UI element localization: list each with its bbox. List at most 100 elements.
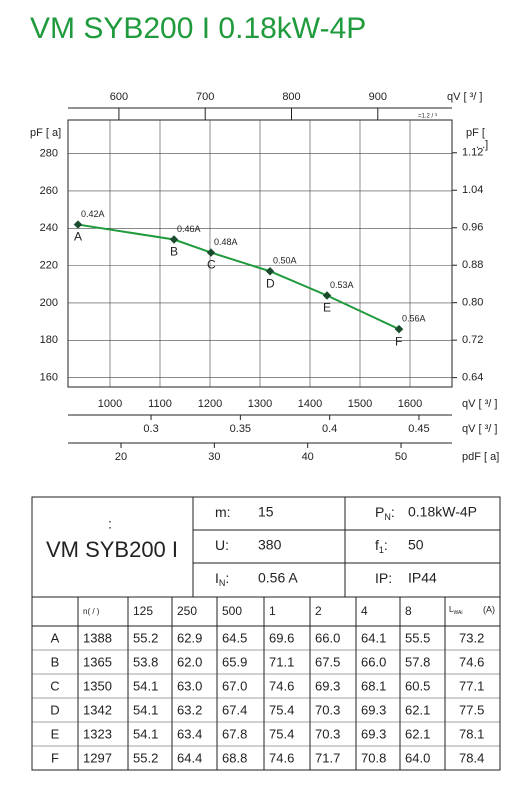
x-tick-label: 1300: [248, 398, 272, 410]
point: [206, 248, 216, 257]
x-tick-label: 1000: [98, 398, 122, 410]
extra-tick-label: 30: [208, 451, 220, 463]
point-label: A: [74, 230, 82, 244]
table-cell: 55.5: [405, 630, 430, 645]
table-cell: 63.2: [177, 702, 202, 717]
y-tick-label: 220: [40, 260, 58, 272]
table-mark: :: [108, 516, 112, 532]
point: [169, 235, 179, 244]
param-label: f1:: [375, 537, 388, 556]
table-cell: 63.4: [177, 726, 202, 741]
y-tick-label: 280: [40, 148, 58, 160]
table-cell: 1323: [83, 726, 112, 741]
point: [322, 291, 332, 300]
column-header: 500: [222, 604, 242, 618]
param-symbol: U:: [215, 537, 229, 553]
param-colon: :: [225, 570, 229, 586]
table-cell: 69.3: [361, 702, 386, 717]
current-label: 0.42A: [81, 209, 105, 219]
table-cell: E: [51, 726, 60, 741]
current-label: 0.56A: [402, 313, 426, 323]
table-cell: 1297: [83, 750, 112, 765]
table-cell: 67.0: [222, 678, 247, 693]
top-tick-label: 800: [282, 91, 300, 103]
param-value: 15: [258, 504, 274, 520]
table-cell: 68.8: [222, 750, 247, 765]
table-cell: B: [51, 654, 60, 669]
table-cell: 64.1: [361, 630, 386, 645]
column-header: LWAi: [449, 605, 462, 616]
table-cell: 64.4: [177, 750, 202, 765]
table-cell: 74.6: [269, 750, 294, 765]
table-cell: 66.0: [361, 654, 386, 669]
current-label: 0.50A: [273, 256, 297, 266]
table-cell: 57.8: [405, 654, 430, 669]
current-label: 0.53A: [330, 280, 354, 290]
y2-tick-label: 0.80: [462, 297, 483, 309]
point-label: C: [207, 258, 216, 272]
extra-tick-label: 50: [395, 451, 407, 463]
x-tick-label: 1100: [148, 398, 172, 410]
column-header: (A): [483, 604, 495, 614]
table-cell: 53.8: [133, 654, 158, 669]
table-cell: D: [50, 702, 59, 717]
y-tick-label: 160: [40, 372, 58, 384]
extra-tick-label: 0.4: [322, 423, 337, 435]
table-cell: 1365: [83, 654, 112, 669]
table-cell: 71.1: [269, 654, 294, 669]
table-cell: 55.2: [133, 630, 158, 645]
point-label: B: [170, 245, 178, 259]
table-cell: 55.2: [133, 750, 158, 765]
y-tick-label: 200: [40, 297, 58, 309]
extra-axis-label: pdF [ a]: [462, 451, 499, 463]
table-cell: 67.8: [222, 726, 247, 741]
y-axis-label: pF [ a]: [30, 127, 61, 139]
param-label: IP:: [375, 570, 392, 586]
header-sub: WAi: [453, 610, 462, 616]
point: [265, 266, 275, 276]
table-cell: 68.1: [361, 678, 386, 693]
table-cell: 77.5: [459, 702, 484, 717]
top-axis-note: =1.2 / ³: [418, 114, 437, 120]
point-label: F: [395, 334, 402, 348]
point-label: E: [323, 301, 331, 315]
param-symbol: f: [375, 537, 379, 553]
column-header: 250: [177, 604, 197, 618]
param-sub: N: [384, 512, 391, 522]
header-symbol: L: [449, 605, 454, 614]
param-label: U:: [215, 537, 229, 553]
y2-axis-label: . .]: [476, 139, 488, 151]
table-cell: F: [51, 750, 59, 765]
x-tick-label: 1600: [398, 398, 422, 410]
table-cell: A: [51, 630, 60, 645]
y-tick-label: 240: [40, 222, 58, 234]
extra-tick-label: 0.45: [408, 423, 429, 435]
extra-tick-label: 0.3: [143, 423, 158, 435]
column-header: 2: [315, 604, 322, 618]
column-header: n( / ): [83, 607, 100, 616]
table-cell: 65.9: [222, 654, 247, 669]
table-cell: 1350: [83, 678, 112, 693]
param-symbol: m:: [215, 504, 231, 520]
table-cell: 75.4: [269, 726, 294, 741]
table-cell: 70.8: [361, 750, 386, 765]
title: VM SYB200 I 0.18kW-4P: [30, 12, 366, 45]
top-tick-label: 900: [369, 91, 387, 103]
y2-tick-label: 0.64: [462, 372, 483, 384]
table-cell: 78.4: [459, 750, 484, 765]
param-sub: 1: [379, 545, 384, 555]
table-cell: 77.1: [459, 678, 484, 693]
x-axis-label: qV [ ³/ ]: [462, 398, 497, 410]
param-value: IP44: [408, 570, 437, 586]
table-cell: 63.0: [177, 678, 202, 693]
param-symbol: I: [215, 570, 219, 586]
top-tick-label: 600: [110, 91, 128, 103]
table-cell: 62.1: [405, 726, 430, 741]
top-tick-label: 700: [196, 91, 214, 103]
param-symbol: P: [375, 504, 384, 520]
table-cell: 67.4: [222, 702, 247, 717]
extra-tick-label: 40: [302, 451, 314, 463]
table-cell: 70.3: [315, 702, 340, 717]
